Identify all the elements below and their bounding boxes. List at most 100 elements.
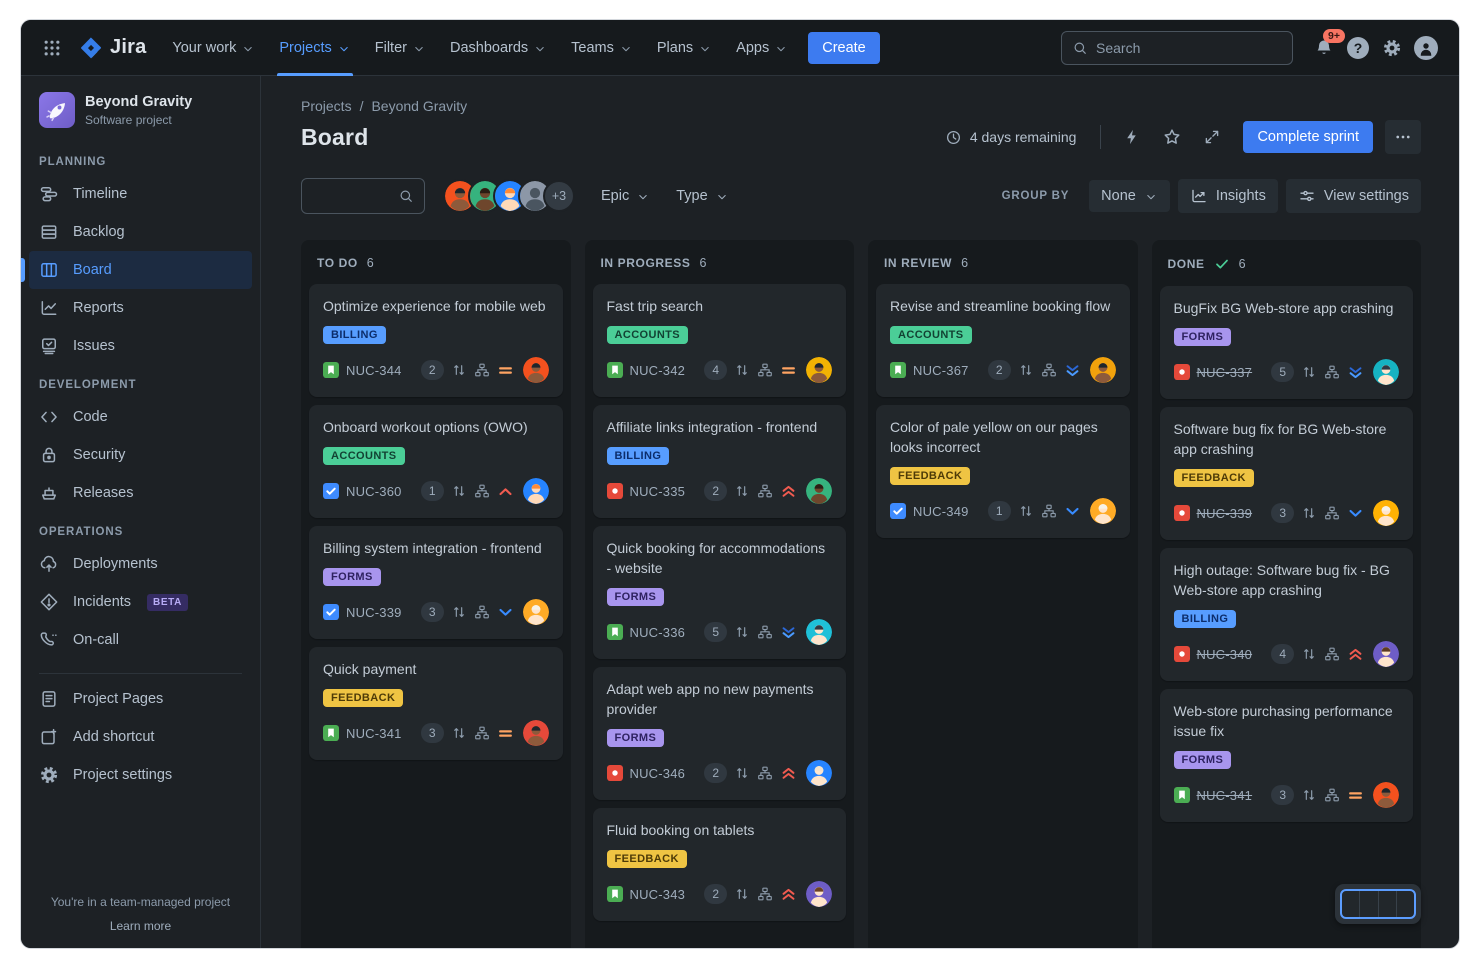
assignee-avatar[interactable] — [806, 619, 832, 645]
learn-more-link[interactable]: Learn more — [109, 919, 172, 933]
assignee-avatar[interactable] — [806, 760, 832, 786]
help-button[interactable]: ? — [1341, 31, 1375, 65]
notifications-button[interactable]: 9+ — [1307, 28, 1345, 65]
breadcrumb-projects[interactable]: Projects — [301, 98, 352, 114]
nav-item-filter[interactable]: Filter — [363, 20, 438, 76]
issue-card-nuc-342[interactable]: Fast trip search ACCOUNTS NUC-342 4 — [592, 284, 846, 397]
sitemap-icon — [1324, 364, 1340, 380]
issue-card-nuc-367[interactable]: Revise and streamline booking flow ACCOU… — [876, 284, 1130, 397]
issue-card-nuc-335[interactable]: Affiliate links integration - frontend B… — [592, 405, 846, 518]
assignee-avatar[interactable] — [1373, 500, 1399, 526]
assignee-avatar[interactable] — [1089, 357, 1116, 383]
app-switcher-button[interactable] — [35, 31, 69, 65]
branch-icon — [734, 886, 750, 902]
sidebar-item-project-settings[interactable]: Project settings — [29, 756, 252, 794]
sidebar-item-reports[interactable]: Reports — [29, 289, 252, 327]
global-search[interactable] — [1061, 30, 1293, 65]
assignee-avatar[interactable] — [1089, 498, 1116, 524]
assignee-avatar[interactable] — [522, 720, 549, 746]
chevron-down-icon — [533, 42, 547, 56]
issue-card-nuc-341[interactable]: Quick payment FEEDBACK NUC-341 3 — [309, 647, 563, 760]
sidebar-item-label: Add shortcut — [73, 729, 155, 745]
sidebar-item-code[interactable]: Code — [29, 398, 252, 436]
assignee-avatar[interactable] — [522, 599, 549, 625]
automation-button[interactable] — [1115, 120, 1149, 154]
branch-icon — [451, 725, 467, 741]
assignee-avatar[interactable] — [522, 357, 549, 383]
issue-meta-row: NUC-343 2 — [606, 881, 832, 907]
sidebar-item-deployments[interactable]: Deployments — [29, 545, 252, 583]
epic-filter-dropdown[interactable]: Epic — [601, 188, 650, 204]
sidebar-item-releases[interactable]: Releases — [29, 474, 252, 512]
sidebar-item-on-call[interactable]: On-call — [29, 621, 252, 659]
settings-button[interactable] — [1375, 31, 1409, 65]
board-search[interactable] — [301, 178, 425, 214]
sidebar-item-issues[interactable]: Issues — [29, 327, 252, 365]
issue-card-nuc-344[interactable]: Optimize experience for mobile web BILLI… — [309, 284, 563, 397]
issue-meta-row: NUC-341 3 — [323, 720, 549, 746]
breadcrumb: Projects / Beyond Gravity — [301, 98, 1439, 114]
assignee-avatar[interactable] — [522, 478, 549, 504]
insights-button[interactable]: Insights — [1177, 179, 1278, 213]
create-button[interactable]: Create — [808, 31, 880, 64]
group-by-dropdown[interactable]: None — [1089, 180, 1170, 212]
nav-item-projects[interactable]: Projects — [267, 20, 362, 76]
expand-icon — [1203, 128, 1221, 146]
issue-card-nuc-343[interactable]: Fluid booking on tablets FEEDBACK NUC-34… — [592, 808, 846, 921]
project-header[interactable]: Beyond Gravity Software project — [29, 90, 252, 142]
issue-card-nuc-341[interactable]: Web-store purchasing performance issue f… — [1159, 689, 1413, 822]
sidebar-item-security[interactable]: Security — [29, 436, 252, 474]
breadcrumb-project-name[interactable]: Beyond Gravity — [371, 98, 468, 114]
project-name: Beyond Gravity — [85, 94, 193, 111]
nav-item-your-work[interactable]: Your work — [160, 20, 267, 76]
branch-icon — [1301, 787, 1317, 803]
issue-card-nuc-339[interactable]: Software bug fix for BG Web-store app cr… — [1159, 407, 1413, 540]
issue-type-story-icon — [1173, 787, 1190, 803]
type-filter-dropdown[interactable]: Type — [676, 188, 728, 204]
issue-card-nuc-339[interactable]: Billing system integration - frontend FO… — [309, 526, 563, 639]
sidebar-note: You're in a team-managed project Learn m… — [29, 885, 252, 939]
assignee-avatar-filter: +3 — [443, 179, 575, 213]
assignee-avatar[interactable] — [443, 179, 477, 213]
assignee-avatar[interactable] — [806, 357, 832, 383]
nav-item-teams[interactable]: Teams — [559, 20, 645, 76]
issue-card-nuc-337[interactable]: BugFix BG Web-store app crashing FORMS N… — [1159, 286, 1413, 399]
sidebar-item-timeline[interactable]: Timeline — [29, 175, 252, 213]
more-assignees-chip[interactable]: +3 — [543, 180, 575, 212]
issue-card-nuc-340[interactable]: High outage: Software bug fix - BG Web-s… — [1159, 548, 1413, 681]
sidebar-item-add-shortcut[interactable]: Add shortcut — [29, 718, 252, 756]
epic-badge: ACCOUNTS — [606, 326, 689, 344]
issue-card-nuc-360[interactable]: Onboard workout options (OWO) ACCOUNTS N… — [309, 405, 563, 518]
issue-meta-row: NUC-349 1 — [890, 498, 1116, 524]
assignee-avatar[interactable] — [806, 478, 832, 504]
favorite-button[interactable] — [1155, 120, 1189, 154]
board-search-input[interactable] — [312, 188, 390, 204]
sidebar-item-backlog[interactable]: Backlog — [29, 213, 252, 251]
nav-item-apps[interactable]: Apps — [724, 20, 800, 76]
assignee-avatar[interactable] — [806, 881, 832, 907]
nav-item-dashboards[interactable]: Dashboards — [438, 20, 559, 76]
assignee-avatar[interactable] — [1373, 359, 1399, 385]
epic-badge: FEEDBACK — [1173, 469, 1254, 487]
issue-card-nuc-349[interactable]: Color of pale yellow on our pages looks … — [876, 405, 1130, 538]
sidebar-item-project-pages[interactable]: Project Pages — [29, 680, 252, 718]
issue-key: NUC-360 — [346, 483, 402, 499]
board-minimap[interactable] — [1335, 884, 1421, 924]
jira-logo[interactable]: Jira — [79, 36, 146, 60]
assignee-avatar[interactable] — [1373, 641, 1399, 667]
assignee-avatar[interactable] — [1373, 782, 1399, 808]
issue-card-nuc-336[interactable]: Quick booking for accommodations - websi… — [592, 526, 846, 659]
complete-sprint-button[interactable]: Complete sprint — [1243, 121, 1373, 153]
sidebar-item-incidents[interactable]: Incidents BETA — [29, 583, 252, 621]
fullscreen-button[interactable] — [1195, 120, 1229, 154]
gear-icon — [1382, 38, 1402, 58]
board-more-button[interactable] — [1385, 120, 1421, 154]
view-settings-button[interactable]: View settings — [1285, 179, 1421, 213]
nav-item-plans[interactable]: Plans — [645, 20, 724, 76]
project-type: Software project — [85, 112, 172, 127]
global-search-input[interactable] — [1096, 39, 1282, 56]
assignee-avatar[interactable] — [468, 179, 502, 213]
sidebar-item-board[interactable]: Board — [21, 251, 252, 289]
profile-button[interactable] — [1409, 31, 1443, 65]
issue-card-nuc-346[interactable]: Adapt web app no new payments provider F… — [592, 667, 846, 800]
